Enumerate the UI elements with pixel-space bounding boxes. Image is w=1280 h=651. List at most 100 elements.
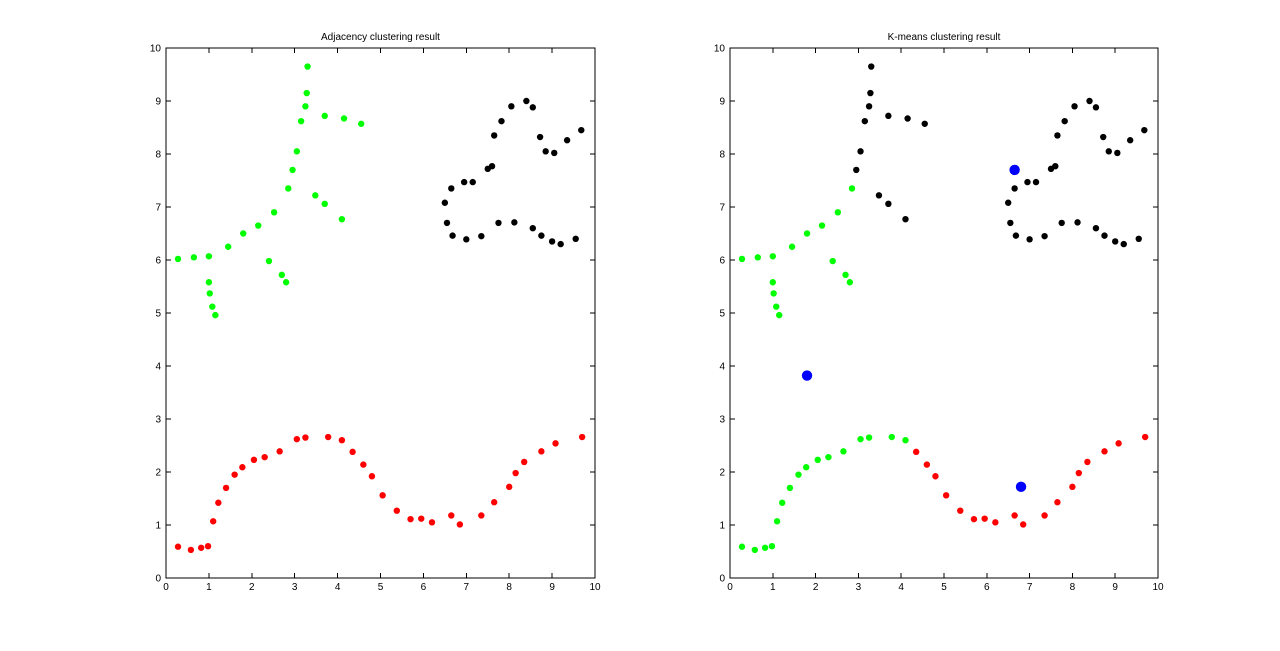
x-tick-label: 7 (464, 582, 470, 593)
x-tick-label: 9 (1112, 582, 1118, 593)
data-point (1007, 219, 1014, 227)
y-tick-label: 8 (719, 150, 725, 161)
data-point (786, 484, 794, 492)
data-point (338, 215, 346, 223)
data-point (802, 464, 810, 471)
data-point (441, 199, 449, 206)
y-tick-label: 9 (155, 97, 161, 108)
data-point (992, 519, 999, 526)
data-point (490, 132, 498, 139)
data-point (222, 484, 230, 492)
data-point (773, 518, 781, 525)
data-point (578, 433, 586, 441)
x-tick-label: 1 (770, 582, 776, 593)
data-point (1041, 512, 1048, 519)
data-point (456, 521, 464, 528)
data-point (1135, 235, 1142, 242)
y-tick-label: 10 (714, 44, 726, 55)
data-point (842, 271, 849, 279)
data-point (902, 437, 909, 444)
data-point (379, 492, 386, 499)
data-point (861, 117, 869, 125)
y-tick-label: 1 (155, 521, 161, 532)
data-point (523, 97, 530, 105)
data-point (563, 137, 571, 144)
data-point (754, 254, 762, 261)
data-point (904, 115, 911, 122)
data-point (776, 311, 783, 319)
data-point (1032, 178, 1040, 186)
data-point (853, 166, 860, 174)
y-tick-label: 4 (719, 362, 725, 373)
y-tick-label: 8 (155, 150, 161, 161)
data-point (769, 253, 776, 260)
data-point (448, 185, 455, 192)
data-point (205, 279, 213, 286)
data-point (921, 120, 928, 127)
data-point (312, 192, 319, 199)
data-point (885, 112, 892, 120)
data-point (548, 238, 556, 245)
x-tick-label: 5 (941, 582, 947, 593)
y-tick-label: 5 (155, 309, 161, 320)
data-point (888, 433, 895, 441)
kmeans-clustering-plot: K-means clustering result 0 1 2 3 4 5 6 7 8 9 10 0 1… (714, 32, 1164, 593)
data-point (302, 103, 309, 110)
x-tick-label: 5 (378, 582, 384, 593)
data-point (1074, 219, 1081, 226)
data-point (506, 483, 513, 491)
data-point (572, 235, 579, 242)
data-point (1019, 521, 1027, 528)
data-point (552, 440, 559, 447)
data-point (829, 257, 836, 265)
data-point (270, 209, 278, 216)
data-point (803, 230, 811, 237)
data-point (225, 243, 232, 250)
y-tick-label: 6 (155, 256, 161, 267)
y-tick-label: 3 (719, 415, 725, 426)
x-tick-label: 10 (1152, 582, 1164, 593)
data-point (557, 240, 564, 248)
data-point (289, 166, 296, 174)
data-point (239, 464, 246, 471)
data-point (970, 515, 978, 523)
data-point (867, 89, 874, 97)
data-point (304, 63, 311, 70)
data-point (443, 219, 451, 227)
data-point (1024, 178, 1031, 186)
x-tick-label: 3 (292, 582, 298, 593)
data-point (769, 279, 776, 286)
data-point (469, 178, 476, 186)
data-point (1141, 126, 1148, 134)
x-tick-label: 3 (856, 582, 862, 593)
data-point (942, 492, 950, 499)
data-point (448, 512, 455, 519)
data-point (1054, 132, 1061, 139)
data-point (303, 89, 310, 97)
data-point (814, 456, 821, 464)
data-point (276, 448, 283, 455)
data-point (912, 448, 920, 456)
x-tick-label: 4 (335, 582, 341, 593)
y-tick-label: 7 (155, 203, 161, 214)
data-point (1054, 499, 1061, 506)
data-point (578, 126, 585, 134)
x-tick-label: 7 (1027, 582, 1033, 593)
data-point (321, 200, 328, 208)
y-tick-label: 9 (719, 97, 725, 108)
x-tick-label: 6 (421, 582, 427, 593)
data-point (1092, 225, 1100, 232)
data-point (338, 437, 346, 444)
adjacency-clustering-plot: Adjacency clustering result 0 1 2 3 4 5 6 7 8 9 10… (150, 32, 601, 593)
data-point (478, 232, 485, 240)
data-point (460, 178, 468, 186)
data-point (825, 453, 832, 461)
data-point (478, 512, 485, 519)
data-point (490, 499, 498, 506)
data-point (1058, 219, 1065, 227)
data-point (174, 543, 182, 550)
data-point (846, 279, 854, 286)
data-point (511, 219, 518, 226)
data-point (818, 222, 826, 229)
